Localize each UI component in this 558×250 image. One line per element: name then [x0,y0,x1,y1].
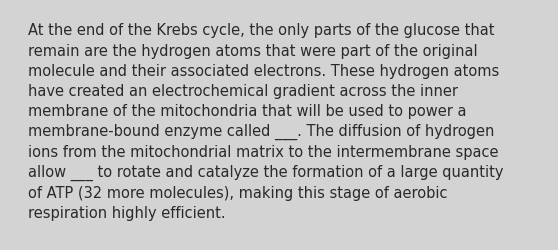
Text: At the end of the Krebs cycle, the only parts of the glucose that
remain are the: At the end of the Krebs cycle, the only … [28,24,503,220]
